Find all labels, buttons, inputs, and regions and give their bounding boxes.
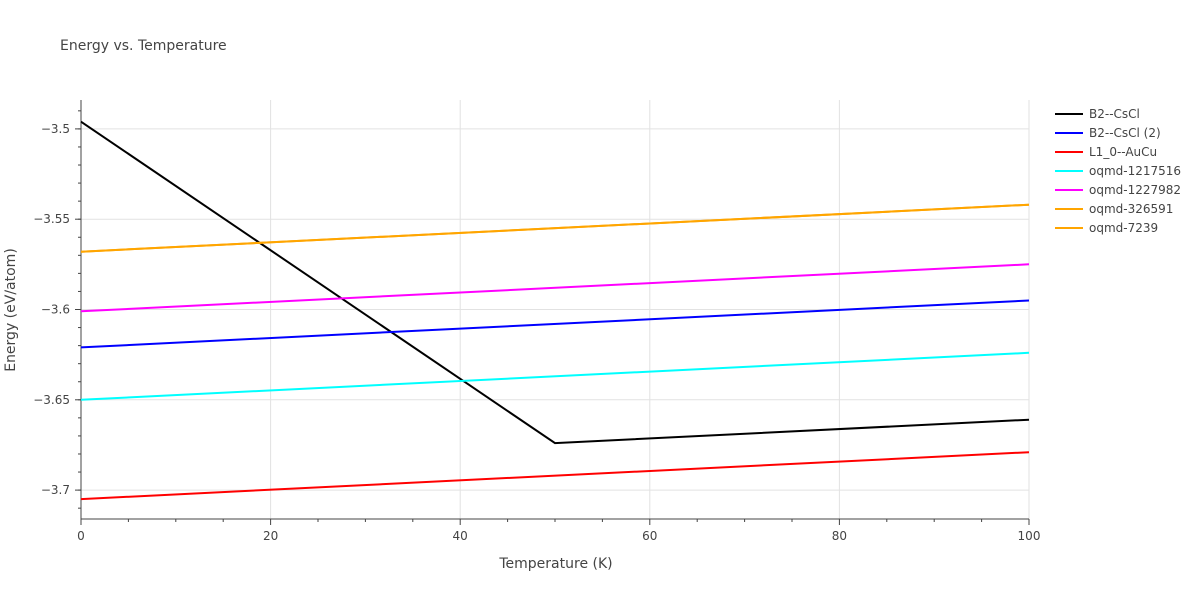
x-axis-label: Temperature (K) [498, 556, 612, 572]
x-tick-label: 100 [1018, 529, 1041, 543]
series-line-6 [80, 203, 1030, 253]
series-layer [80, 120, 1030, 501]
series-line-1 [80, 299, 1030, 349]
x-tick-label: 60 [642, 529, 657, 543]
series-line-4 [80, 263, 1030, 313]
legend-label: oqmd-1217516 [1089, 164, 1181, 178]
y-axis-label: Energy (eV/atom) [3, 248, 19, 372]
chart-title: Energy vs. Temperature [60, 38, 227, 54]
y-tick-label: −3.55 [33, 212, 70, 226]
series-line-0 [80, 120, 1030, 445]
series-line-2 [80, 451, 1030, 501]
series-line-3 [80, 351, 1030, 401]
grid [80, 100, 1030, 519]
legend: B2--CsCl B2--CsCl (2) L1_0--AuCu oqmd-12175… [1055, 107, 1181, 235]
x-tick-label: 40 [453, 529, 468, 543]
legend-label: B2--CsCl [1089, 107, 1140, 121]
y-tick-label: −3.65 [33, 393, 70, 407]
legend-label: oqmd-7239 [1089, 221, 1158, 235]
x-tick-label: 0 [77, 529, 85, 543]
x-tick-label: 20 [263, 529, 278, 543]
y-tick-label: −3.6 [41, 303, 70, 317]
axes: 0 20 40 60 80 100 −3.5 −3.55 −3.6 −3.65 −3.7 [33, 100, 1040, 543]
legend-label: oqmd-1227982 [1089, 183, 1181, 197]
legend-label: B2--CsCl (2) [1089, 126, 1161, 140]
legend-label: oqmd-326591 [1089, 202, 1173, 216]
y-tick-label: −3.5 [41, 122, 70, 136]
legend-label: L1_0--AuCu [1089, 145, 1157, 159]
x-tick-label: 80 [832, 529, 847, 543]
y-tick-label: −3.7 [41, 483, 70, 497]
